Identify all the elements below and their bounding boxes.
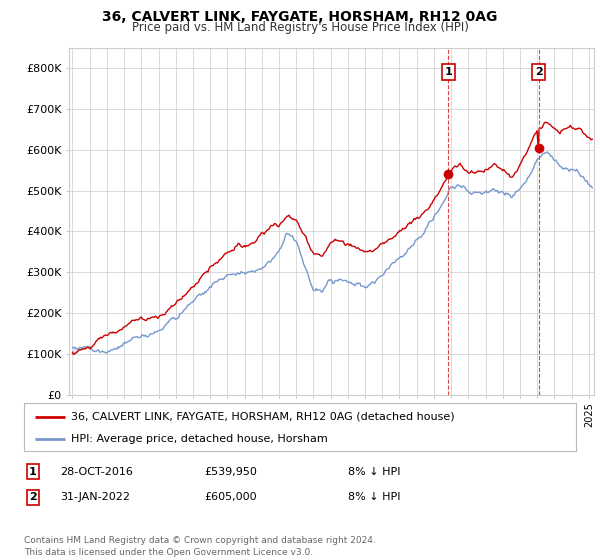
Text: 31-JAN-2022: 31-JAN-2022 xyxy=(60,492,130,502)
Text: £605,000: £605,000 xyxy=(204,492,257,502)
Text: 8% ↓ HPI: 8% ↓ HPI xyxy=(348,466,401,477)
Text: 1: 1 xyxy=(29,466,37,477)
Text: Price paid vs. HM Land Registry's House Price Index (HPI): Price paid vs. HM Land Registry's House … xyxy=(131,21,469,34)
Text: 36, CALVERT LINK, FAYGATE, HORSHAM, RH12 0AG: 36, CALVERT LINK, FAYGATE, HORSHAM, RH12… xyxy=(103,10,497,24)
Text: 36, CALVERT LINK, FAYGATE, HORSHAM, RH12 0AG (detached house): 36, CALVERT LINK, FAYGATE, HORSHAM, RH12… xyxy=(71,412,455,422)
Text: HPI: Average price, detached house, Horsham: HPI: Average price, detached house, Hors… xyxy=(71,434,328,444)
Text: 2: 2 xyxy=(535,67,542,77)
Text: £539,950: £539,950 xyxy=(204,466,257,477)
Text: 2: 2 xyxy=(29,492,37,502)
Text: 28-OCT-2016: 28-OCT-2016 xyxy=(60,466,133,477)
Text: Contains HM Land Registry data © Crown copyright and database right 2024.
This d: Contains HM Land Registry data © Crown c… xyxy=(24,536,376,557)
Text: 1: 1 xyxy=(445,67,452,77)
Text: 8% ↓ HPI: 8% ↓ HPI xyxy=(348,492,401,502)
